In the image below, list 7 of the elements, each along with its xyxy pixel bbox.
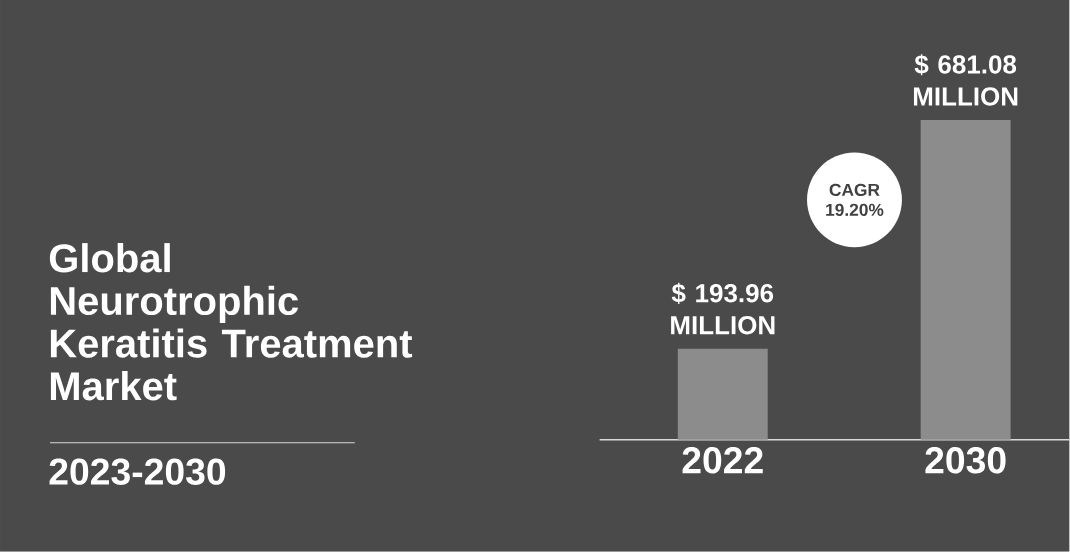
text: 2023-2030 — [49, 458, 226, 486]
data-label: $ 681.08 MILLION — [913, 54, 1018, 106]
x-tick-label: 2030 — [925, 447, 1006, 474]
data-label: $ 193.96 MILLION — [671, 283, 775, 335]
x-tick-label: 2022 — [682, 447, 763, 474]
annotation: CAGR 19.20% — [826, 183, 884, 217]
text: Global Neurotrophic Keratitis Treatment Market — [49, 243, 413, 401]
